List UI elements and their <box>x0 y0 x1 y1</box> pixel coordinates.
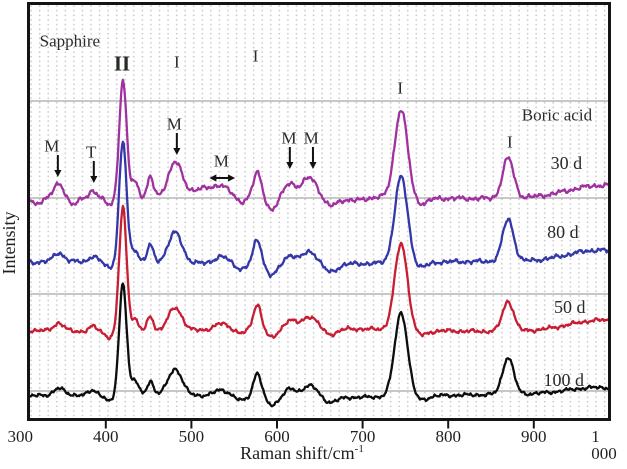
peak-label-i-575: I <box>252 46 259 66</box>
peak-label-m-614: M <box>281 128 297 148</box>
x-axis-title: Raman shift/cm-1 <box>240 443 364 463</box>
series-curve-80-d <box>30 140 608 279</box>
series-label-50-d: 50 d <box>554 297 586 317</box>
x-tick-label-500: 500 <box>178 427 205 446</box>
peak-range-arrow-icon <box>209 174 236 182</box>
x-tick-label-600: 600 <box>264 427 290 446</box>
series-label-30-d: 30 d <box>550 153 583 173</box>
peak-arrow-down-icon <box>286 147 294 169</box>
dot-grid <box>30 5 608 418</box>
peak-label-m-337: M <box>44 136 60 156</box>
peak-label-ii-419: II <box>113 51 131 76</box>
x-tick-label-1-000: 1 000 <box>591 427 617 463</box>
series-label-100-d: 100 d <box>543 370 585 390</box>
y-axis-title: Intensity <box>0 211 19 275</box>
phase-label-boric-acid-927: Boric acid <box>521 105 593 125</box>
x-axis-ticks <box>104 420 535 429</box>
x-axis-title-text: Raman shift/cm <box>240 443 355 463</box>
series-curve-50-d <box>30 204 608 341</box>
peak-label-m-535: M <box>213 151 229 171</box>
x-tick-label-400: 400 <box>93 427 119 446</box>
phase-label-sapphire-358: Sapphire <box>39 31 101 51</box>
peak-label-i-483: I <box>174 52 180 72</box>
peak-arrow-down-icon <box>54 155 62 177</box>
peak-arrow-down-icon <box>309 147 317 169</box>
peak-arrow-down-icon <box>90 161 98 183</box>
peak-label-m-640: M <box>303 128 319 148</box>
x-tick-label-300: 300 <box>7 427 33 446</box>
x-axis-title-exponent: -1 <box>354 443 364 455</box>
series-curve-100-d <box>30 282 608 408</box>
series-curve-30-d <box>30 78 608 212</box>
peak-label-i-872: I <box>506 132 513 152</box>
series-label-80-d: 80 d <box>547 222 579 242</box>
plot-frame <box>27 2 611 421</box>
x-tick-label-700: 700 <box>349 427 376 446</box>
x-tick-label-800: 800 <box>435 427 461 446</box>
peak-label-m-480: M <box>166 114 182 134</box>
peak-label-i-744: I <box>397 78 404 98</box>
x-tick-label-900: 900 <box>521 427 547 446</box>
peak-label-t-383: T <box>86 142 97 162</box>
peak-arrow-down-icon <box>173 133 181 155</box>
